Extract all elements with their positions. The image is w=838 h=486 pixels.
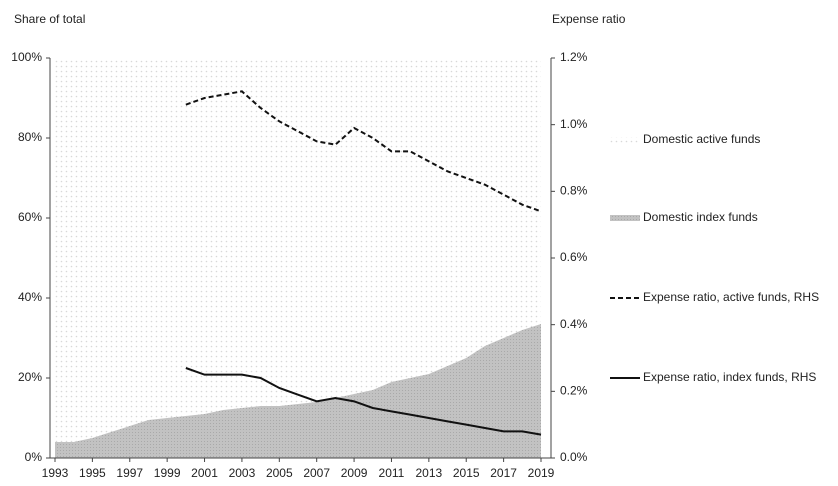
y2-axis-title: Expense ratio <box>552 12 626 26</box>
x-tick-label: 2005 <box>266 466 293 480</box>
y-tick-label: 40% <box>18 290 42 304</box>
x-tick-label: 2011 <box>379 466 405 480</box>
legend-label: Domestic index funds <box>643 210 758 224</box>
x-tick-label: 2015 <box>453 466 480 480</box>
x-tick-label: 1999 <box>154 466 181 480</box>
y2-tick-label: 0.8% <box>560 184 588 198</box>
y2-tick-label: 0.0% <box>560 450 588 464</box>
x-tick-label: 2017 <box>490 466 517 480</box>
x-tick-label: 2001 <box>191 466 218 480</box>
y2-tick-label: 1.2% <box>560 50 588 64</box>
x-tick-label: 2007 <box>303 466 330 480</box>
y-tick-label: 80% <box>18 130 42 144</box>
y-tick-label: 100% <box>11 50 42 64</box>
x-tick-label: 2019 <box>528 466 555 480</box>
x-tick-label: 2003 <box>229 466 256 480</box>
area <box>55 324 541 458</box>
legend-swatch <box>610 215 640 221</box>
y2-tick-label: 0.2% <box>560 384 588 398</box>
x-tick-label: 2013 <box>415 466 442 480</box>
line <box>185 367 542 436</box>
x-tick-label: 1995 <box>79 466 106 480</box>
x-tick-label: 2009 <box>341 466 368 480</box>
y2-tick-label: 1.0% <box>560 117 588 131</box>
area <box>55 58 541 442</box>
y2-tick-label: 0.4% <box>560 317 588 331</box>
y2-tick-label: 0.6% <box>560 250 588 264</box>
y-tick-label: 0% <box>25 450 43 464</box>
y-tick-label: 60% <box>18 210 42 224</box>
legend-swatch <box>610 137 640 143</box>
y-tick-label: 20% <box>18 370 42 384</box>
y-axis-title: Share of total <box>14 12 85 26</box>
legend-label: Expense ratio, active funds, RHS <box>643 290 819 304</box>
legend-label: Expense ratio, index funds, RHS <box>643 370 816 384</box>
x-tick-label: 1993 <box>42 466 69 480</box>
line <box>185 90 542 213</box>
x-tick-label: 1997 <box>116 466 143 480</box>
legend-label: Domestic active funds <box>643 132 760 146</box>
